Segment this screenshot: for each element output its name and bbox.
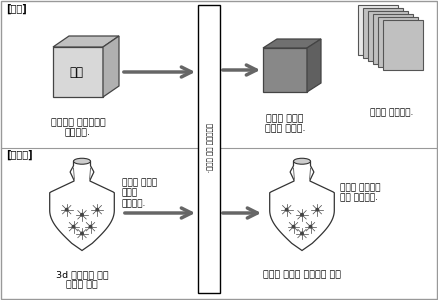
Ellipse shape (293, 158, 311, 164)
Circle shape (309, 225, 312, 228)
Polygon shape (270, 161, 334, 250)
FancyBboxPatch shape (373, 14, 413, 64)
FancyBboxPatch shape (378, 17, 418, 67)
FancyBboxPatch shape (383, 20, 423, 70)
Polygon shape (53, 36, 119, 47)
Text: 형틀: 형틀 (69, 65, 83, 79)
Text: [신기술]: [신기술] (6, 150, 32, 160)
Polygon shape (263, 48, 307, 92)
FancyBboxPatch shape (198, 5, 220, 293)
Polygon shape (263, 39, 321, 48)
Polygon shape (307, 39, 321, 92)
Circle shape (292, 225, 295, 228)
Circle shape (65, 208, 68, 211)
Text: [종래]: [종래] (6, 4, 27, 14)
Text: 복잡한 형상은
대응이 어렵다.: 복잡한 형상은 대응이 어렵다. (265, 114, 305, 134)
Polygon shape (103, 36, 119, 97)
Text: 형틀의 표면에
모양을
새겨둔다.: 형틀의 표면에 모양을 새겨둔다. (122, 178, 157, 208)
Circle shape (316, 208, 318, 211)
Text: 콘크리트를 부어 넣는다.: 콘크리트를 부어 넣는다. (206, 123, 212, 172)
Text: 형틀은 떼어낸다.: 형틀은 떼어낸다. (370, 108, 413, 117)
Ellipse shape (74, 158, 91, 164)
FancyBboxPatch shape (358, 5, 398, 55)
Polygon shape (53, 47, 103, 97)
Circle shape (89, 225, 92, 228)
Text: 3d 프린터로 만든
수지제 형틀: 3d 프린터로 만든 수지제 형틀 (56, 270, 108, 290)
Text: 수지는 그대로 외장재로 이용: 수지는 그대로 외장재로 이용 (263, 270, 341, 279)
FancyBboxPatch shape (368, 11, 408, 61)
Circle shape (301, 232, 303, 235)
Circle shape (301, 214, 303, 216)
Circle shape (81, 232, 83, 235)
Text: 형틀공이 베니아판을
조립한다.: 형틀공이 베니아판을 조립한다. (51, 118, 106, 137)
Circle shape (72, 225, 75, 228)
Polygon shape (49, 161, 114, 250)
Circle shape (81, 214, 83, 216)
Circle shape (286, 208, 288, 211)
Circle shape (96, 208, 99, 211)
Text: 복잡한 형상에도
대응 가능하다.: 복잡한 형상에도 대응 가능하다. (340, 183, 381, 203)
FancyBboxPatch shape (363, 8, 403, 58)
